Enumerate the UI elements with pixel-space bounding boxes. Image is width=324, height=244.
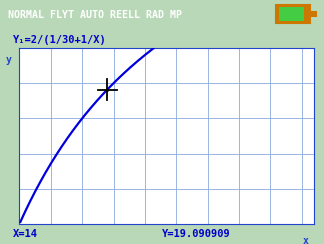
Text: NORMAL FLYT AUTO REELL RAD MP: NORMAL FLYT AUTO REELL RAD MP (8, 10, 182, 20)
Bar (279, 7, 304, 21)
Text: Y₁=2/(1/30+1/X): Y₁=2/(1/30+1/X) (13, 35, 107, 45)
Text: x: x (303, 236, 308, 244)
Text: y: y (6, 55, 12, 65)
Bar (310, 10, 317, 18)
Text: Y=19.090909: Y=19.090909 (162, 229, 231, 239)
Bar (276, 5, 310, 23)
Text: X=14: X=14 (13, 229, 38, 239)
